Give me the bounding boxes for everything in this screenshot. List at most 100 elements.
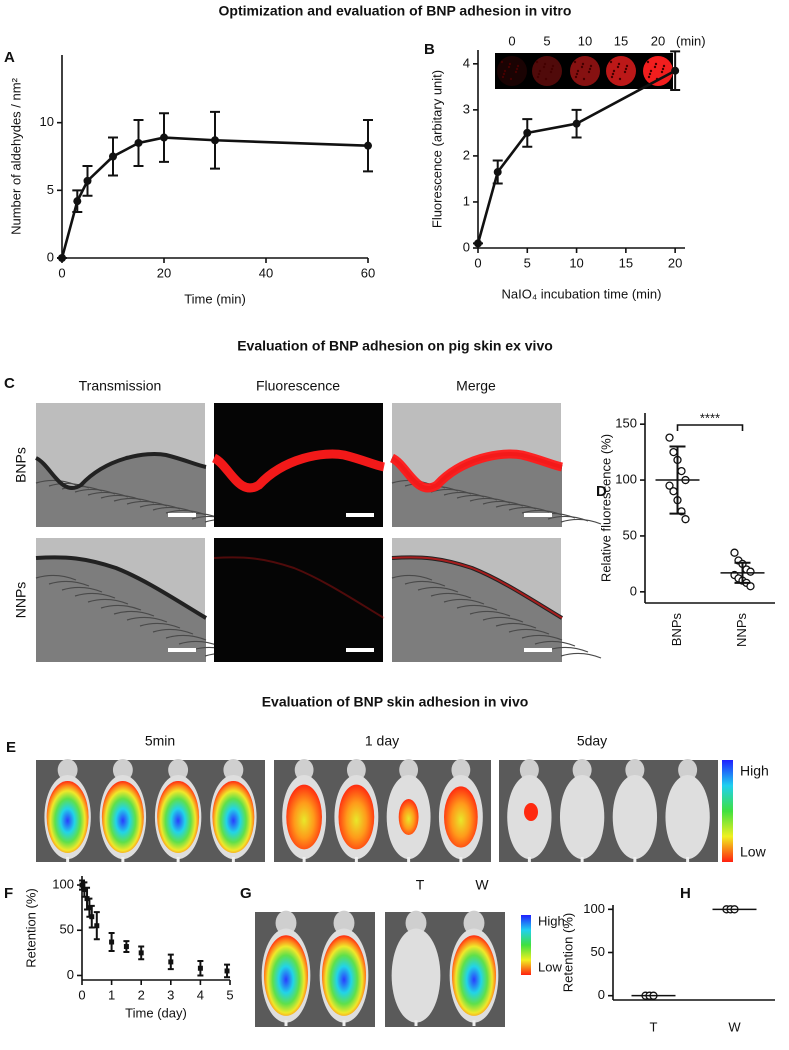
speck: [661, 67, 665, 71]
speck: [543, 62, 547, 66]
dot: [665, 481, 674, 490]
row-label: NNPs: [13, 582, 29, 619]
mouse-body: [612, 775, 658, 859]
in-vivo-image: [499, 759, 718, 862]
y-tick-label: 150: [615, 416, 637, 431]
marker: [211, 136, 219, 145]
speck: [501, 75, 505, 79]
panel-label: F: [4, 885, 13, 902]
row-label: BNPs: [13, 447, 29, 483]
marker: [168, 959, 174, 965]
texture: [456, 604, 498, 611]
speck: [503, 69, 507, 73]
marker: [523, 128, 532, 137]
dot: [746, 567, 755, 576]
significance-label: ****: [700, 410, 720, 425]
colorbar: [521, 915, 531, 975]
panel-label: A: [4, 49, 15, 66]
y-axis-label: Retention (%): [23, 888, 38, 967]
y-tick-label: 3: [463, 101, 470, 116]
signal: [443, 786, 478, 848]
signal: [338, 784, 375, 850]
signal: [398, 799, 419, 835]
mouse-head: [451, 759, 471, 781]
y-tick-label: 0: [67, 967, 74, 982]
x-tick-label: 20: [157, 265, 171, 280]
micrograph: [34, 403, 246, 527]
y-axis-label: Number of aldehydes / nm²: [8, 77, 23, 234]
in-vivo-image: [36, 759, 265, 862]
speck: [580, 65, 584, 69]
image-bg: [214, 538, 383, 662]
marker: [81, 887, 87, 893]
x-tick-label: 10: [569, 255, 583, 270]
x-tick-label: NNPs: [734, 613, 749, 647]
speck: [618, 77, 622, 81]
texture: [469, 610, 511, 617]
x-tick-label: W: [728, 1019, 741, 1034]
speck: [588, 67, 592, 71]
texture: [482, 616, 524, 623]
signal: [213, 556, 385, 619]
speck: [550, 67, 554, 71]
x-tick-label: 20: [668, 255, 682, 270]
mouse-body: [559, 775, 605, 859]
signal: [451, 935, 497, 1016]
speck: [610, 75, 614, 79]
x-tick-label: 4: [197, 987, 204, 1002]
section-title: Evaluation of BNP adhesion on pig skin e…: [237, 338, 553, 354]
well: [606, 56, 636, 86]
x-tick-label: 0: [474, 255, 481, 270]
texture: [560, 652, 602, 659]
dot: [677, 466, 686, 476]
y-tick-label: 50: [60, 922, 74, 937]
inset-label: 15: [614, 33, 628, 48]
mouse-head: [168, 759, 189, 781]
speck: [538, 69, 542, 73]
x-axis-label: Time (min): [184, 291, 246, 306]
marker: [89, 914, 95, 920]
signal: [524, 803, 538, 821]
in-vivo-image: [255, 910, 375, 1027]
y-tick-label: 0: [47, 249, 54, 264]
mouse-head: [112, 759, 133, 781]
well: [532, 56, 562, 86]
texture: [139, 622, 181, 629]
marker: [493, 168, 502, 177]
y-tick-label: 4: [463, 55, 470, 70]
dot: [669, 447, 678, 457]
tissue: [392, 453, 562, 527]
speck: [609, 60, 613, 64]
y-tick-label: 0: [630, 583, 637, 598]
texture: [404, 580, 446, 587]
marker: [364, 141, 372, 150]
marker: [94, 923, 100, 929]
texture: [560, 518, 602, 525]
dot: [730, 548, 739, 557]
inset-label: (min): [676, 33, 706, 48]
texture: [126, 616, 168, 623]
mouse-body: [391, 928, 441, 1023]
mouse-head: [399, 759, 419, 781]
well: [497, 56, 527, 86]
x-axis-label: NaIO₄ incubation time (min): [502, 286, 662, 301]
y-tick-label: 10: [40, 114, 54, 129]
speck: [611, 72, 615, 76]
tissue: [36, 557, 206, 662]
inset-label: 20: [651, 33, 665, 48]
texture: [100, 604, 142, 611]
speck: [509, 77, 513, 81]
colorbar-label: Low: [538, 959, 562, 974]
panel-label: G: [240, 885, 252, 902]
speck: [624, 67, 628, 71]
speck: [507, 65, 511, 69]
mouse-head: [678, 759, 698, 781]
y-tick-label: 1: [463, 193, 470, 208]
speck: [573, 60, 577, 64]
marker: [224, 968, 230, 974]
speck: [589, 64, 593, 68]
speck: [535, 60, 539, 64]
texture: [74, 592, 116, 599]
signal: [391, 556, 563, 619]
